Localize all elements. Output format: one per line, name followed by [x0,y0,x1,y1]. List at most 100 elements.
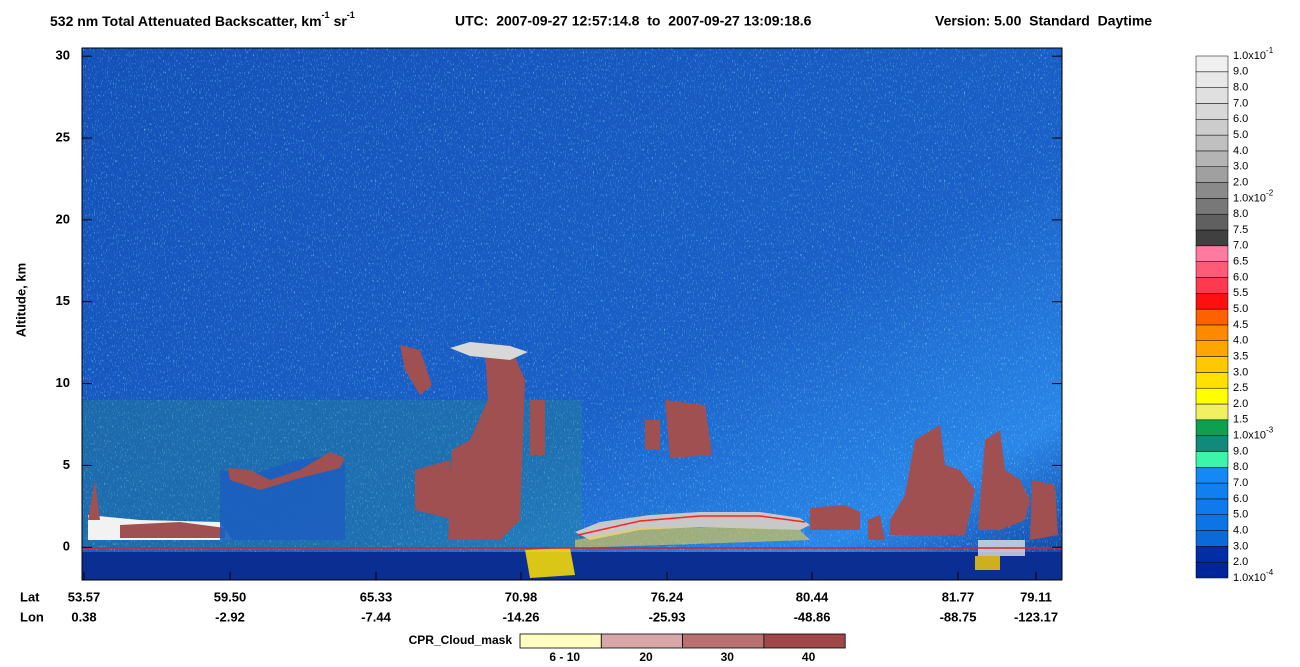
colorbar-label-base: 1.0x10 [1233,192,1266,204]
colorbar-label: 7.0 [1233,477,1248,489]
colorbar-label-exp: -3 [1266,426,1274,435]
colorbar-label: 1.0x10-2 [1233,188,1274,204]
colorbar-label: 2.5 [1233,382,1248,394]
colorbar-label: 4.5 [1233,319,1248,331]
cloud-mask-box [682,633,765,649]
title-text: 532 nm Total Attenuated Backscatter, km [50,13,322,29]
lat-tick-label: 59.50 [214,589,247,604]
colorbar-label: 3.0 [1233,161,1248,173]
lat-tick-label: 79.11 [1020,589,1052,604]
colorbar-box [1195,293,1229,310]
y-tick-label: 30 [56,48,70,63]
colorbar-box [1195,451,1229,468]
colorbar-box [1195,213,1229,231]
colorbar-label: 3.0 [1233,540,1248,552]
colorbar-label: 5.0 [1233,303,1248,315]
colorbar-box [1195,229,1229,247]
colorbar-label-exp: -2 [1266,188,1274,197]
colorbar-box [1195,340,1229,357]
colorbar-label: 1.5 [1233,414,1248,426]
cloud-mask-title: CPR_Cloud_mask [409,633,513,647]
colorbar-box [1195,387,1229,405]
colorbar-box [1195,403,1229,421]
lon-tick-label: -14.26 [503,609,540,624]
colorbar-box [1195,372,1229,389]
colorbar-box [1195,198,1229,215]
colorbar-label: 4.0 [1233,335,1248,347]
colorbar-label: 4.0 [1233,145,1248,157]
title-sup: -1 [322,10,330,20]
plot-frame [81,47,1063,581]
y-tick-label: 20 [56,211,70,226]
colorbar-label: 7.0 [1233,97,1248,109]
backscatter-image [82,48,1062,580]
colorbar-label: 4.0 [1233,524,1248,536]
cloud-mask-box [600,633,683,649]
colorbar-box [1195,261,1229,278]
colorbar-box [1195,245,1229,262]
colorbar-label: 9.0 [1233,445,1248,457]
colorbar-label: 6.0 [1233,113,1248,125]
lon-tick-label: -48.86 [794,609,831,624]
colorbar-label: 1.0x10-1 [1233,46,1274,62]
colorbar-label: 3.0 [1233,366,1248,378]
colorbar-label: 5.5 [1233,287,1248,299]
colorbar-label: 8.0 [1233,82,1248,94]
colorbar-box [1195,435,1229,452]
colorbar-label: 7.5 [1233,224,1248,236]
lon-tick-label: -25.93 [649,609,686,624]
y-tick-label: 25 [56,129,70,144]
lat-tick-label: 80.44 [796,589,829,604]
title-sup: -1 [347,10,355,20]
colorbar-label-base: 1.0x10 [1233,50,1266,62]
colorbar-box [1195,134,1229,152]
colorbar-box [1195,308,1229,326]
cloud-mask-box [763,633,846,649]
colorbar-box [1195,119,1229,136]
cloud-mask-label: 20 [639,650,653,664]
colorbar-label-base: 1.0x10 [1233,430,1266,442]
colorbar-label: 1.0x10-4 [1233,568,1274,584]
lat-tick-label: 65.33 [360,589,393,604]
colorbar-label: 6.0 [1233,271,1248,283]
colorbar-label: 2.0 [1233,176,1248,188]
colorbar-box [1195,324,1229,341]
lon-tick-label: -88.75 [940,609,977,624]
colorbar-label-base: 1.0x10 [1233,572,1266,584]
lat-tick-label: 81.77 [942,589,975,604]
colorbar-label-exp: -4 [1266,568,1274,577]
time-range: UTC: 2007-09-27 12:57:14.8 to 2007-09-27… [455,13,812,29]
colorbar-box [1195,71,1229,88]
colorbar-label: 5.0 [1233,129,1248,141]
colorbar-box [1195,103,1229,120]
colorbar-box [1195,546,1229,563]
colorbar-box [1195,514,1229,531]
colorbar-label: 8.0 [1233,461,1248,473]
y-axis-label: Altitude, km [13,263,28,337]
version: Version: 5.00 Standard Daytime [935,13,1152,29]
y-tick-label: 0 [63,539,70,554]
colorbar-label: 6.0 [1233,493,1248,505]
colorbar-box [1195,561,1229,579]
colorbar-box [1195,182,1229,199]
cloud-mask-label: 40 [802,650,816,664]
colorbar-box [1195,150,1229,167]
cloud-mask-box [519,633,602,649]
colorbar-label: 2.0 [1233,398,1248,410]
chart-title: 532 nm Total Attenuated Backscatter, km-… [50,10,355,28]
colorbar-label-exp: -1 [1266,46,1274,55]
title-text: sr [334,13,348,29]
colorbar-box [1195,419,1229,436]
y-tick-label: 5 [63,457,70,472]
lon-tick-label: 0.38 [71,609,96,624]
colorbar-label: 8.0 [1233,208,1248,220]
colorbar-box [1195,467,1229,484]
lat-tick-label: 53.57 [68,589,101,604]
y-tick-label: 15 [56,293,70,308]
lon-tick-label: -2.92 [215,609,245,624]
lon-row-label: Lon [20,609,44,624]
lon-tick-label: -7.44 [361,609,391,624]
colorbar-label: 6.5 [1233,256,1248,268]
colorbar-label: 7.0 [1233,240,1248,252]
